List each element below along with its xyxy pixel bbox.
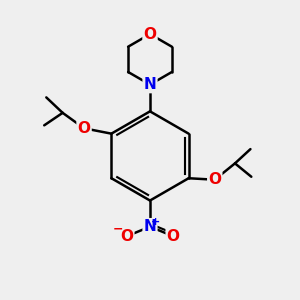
Text: O: O	[143, 27, 157, 42]
Text: −: −	[112, 222, 123, 235]
Text: N: N	[144, 77, 156, 92]
Text: O: O	[77, 121, 91, 136]
Text: O: O	[120, 229, 133, 244]
Text: O: O	[208, 172, 221, 187]
Text: +: +	[150, 217, 160, 226]
Text: O: O	[167, 229, 180, 244]
Text: N: N	[144, 219, 156, 234]
